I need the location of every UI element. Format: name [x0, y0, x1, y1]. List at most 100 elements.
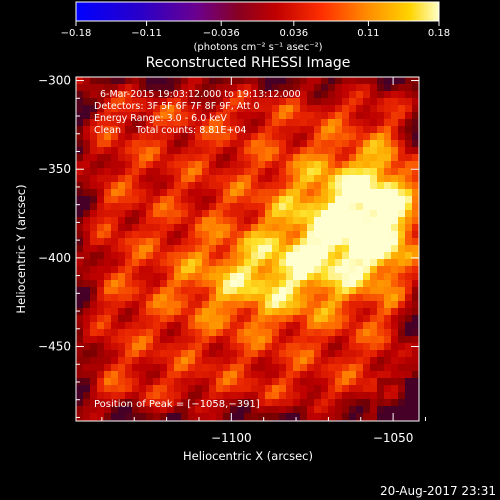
heatmap-cell: [258, 364, 266, 372]
heatmap-cell: [237, 308, 245, 316]
heatmap-cell: [335, 91, 343, 99]
heatmap-cell: [132, 91, 140, 99]
heatmap-cell: [377, 294, 385, 302]
heatmap-cell: [321, 126, 329, 134]
heatmap-cell: [174, 378, 182, 386]
heatmap-cell: [286, 168, 294, 176]
heatmap-cell: [188, 175, 196, 183]
heatmap-cell: [328, 308, 336, 316]
heatmap-cell: [216, 350, 224, 358]
heatmap-cell: [321, 133, 329, 141]
heatmap-cell: [202, 385, 210, 393]
heatmap-cell: [104, 147, 112, 155]
heatmap-cell: [328, 91, 336, 99]
heatmap-cell: [146, 259, 154, 267]
heatmap-cell: [167, 224, 175, 232]
heatmap-cell: [167, 329, 175, 337]
heatmap-cell: [398, 168, 406, 176]
heatmap-cell: [118, 392, 126, 400]
heatmap-cell: [83, 175, 91, 183]
heatmap-cell: [223, 196, 231, 204]
heatmap-cell: [111, 126, 119, 134]
heatmap-cell: [153, 84, 161, 92]
heatmap-cell: [76, 371, 84, 379]
heatmap-cell: [139, 91, 147, 99]
heatmap-cell: [398, 266, 406, 274]
heatmap-cell: [328, 112, 336, 120]
heatmap-cell: [216, 287, 224, 295]
heatmap-cell: [272, 329, 280, 337]
heatmap-cell: [244, 280, 252, 288]
heatmap-cell: [153, 308, 161, 316]
heatmap-cell: [279, 252, 287, 260]
heatmap-cell: [377, 140, 385, 148]
heatmap-cell: [342, 294, 350, 302]
heatmap-cell: [76, 399, 84, 407]
heatmap-cell: [209, 133, 217, 141]
heatmap-cell: [279, 280, 287, 288]
heatmap-cell: [90, 308, 98, 316]
heatmap-cell: [258, 385, 266, 393]
heatmap-cell: [202, 217, 210, 225]
heatmap-cell: [153, 119, 161, 127]
heatmap-cell: [139, 189, 147, 197]
heatmap-cell: [279, 336, 287, 344]
heatmap-cell: [174, 259, 182, 267]
heatmap-cell: [167, 336, 175, 344]
heatmap-cell: [405, 287, 413, 295]
heatmap-cell: [125, 301, 133, 309]
heatmap-cell: [321, 392, 329, 400]
heatmap-cell: [363, 161, 371, 169]
heatmap-cell: [349, 238, 357, 246]
heatmap-cell: [111, 84, 119, 92]
heatmap-cell: [167, 196, 175, 204]
heatmap-cell: [230, 189, 238, 197]
heatmap-cell: [251, 392, 259, 400]
heatmap-cell: [132, 210, 140, 218]
heatmap-cell: [321, 98, 329, 106]
heatmap-cell: [244, 210, 252, 218]
heatmap-cell: [125, 84, 133, 92]
heatmap-cell: [104, 308, 112, 316]
heatmap-cell: [118, 154, 126, 162]
colorbar-tick-label: −0.18: [61, 28, 92, 39]
heatmap-cell: [118, 84, 126, 92]
heatmap-cell: [160, 91, 168, 99]
heatmap-cell: [153, 413, 161, 421]
heatmap-cell: [202, 343, 210, 351]
heatmap-cell: [153, 294, 161, 302]
heatmap-cell: [391, 126, 399, 134]
heatmap-cell: [132, 287, 140, 295]
heatmap-cell: [412, 273, 419, 281]
heatmap-cell: [195, 399, 203, 407]
heatmap-cell: [83, 315, 91, 323]
heatmap-cell: [244, 175, 252, 183]
heatmap-cell: [230, 182, 238, 190]
heatmap-cell: [307, 77, 315, 85]
heatmap-cell: [174, 224, 182, 232]
heatmap-cell: [377, 259, 385, 267]
heatmap-cell: [405, 119, 413, 127]
heatmap-cell: [167, 182, 175, 190]
heatmap-cell: [202, 329, 210, 337]
heatmap-cell: [125, 308, 133, 316]
heatmap-cell: [195, 357, 203, 365]
heatmap-cell: [244, 154, 252, 162]
heatmap-cell: [209, 105, 217, 113]
heatmap-cell: [104, 399, 112, 407]
heatmap-cell: [237, 140, 245, 148]
heatmap-cell: [181, 371, 189, 379]
heatmap-cell: [111, 140, 119, 148]
heatmap-cell: [314, 350, 322, 358]
heatmap-cell: [265, 406, 273, 414]
y-tick-label: −300: [38, 74, 71, 88]
heatmap-cell: [398, 154, 406, 162]
heatmap-cell: [370, 385, 378, 393]
heatmap-cell: [146, 343, 154, 351]
heatmap-cell: [139, 217, 147, 225]
heatmap-cell: [118, 175, 126, 183]
heatmap-cell: [139, 301, 147, 309]
heatmap-cell: [349, 259, 357, 267]
heatmap-cell: [335, 301, 343, 309]
heatmap-cell: [132, 322, 140, 330]
